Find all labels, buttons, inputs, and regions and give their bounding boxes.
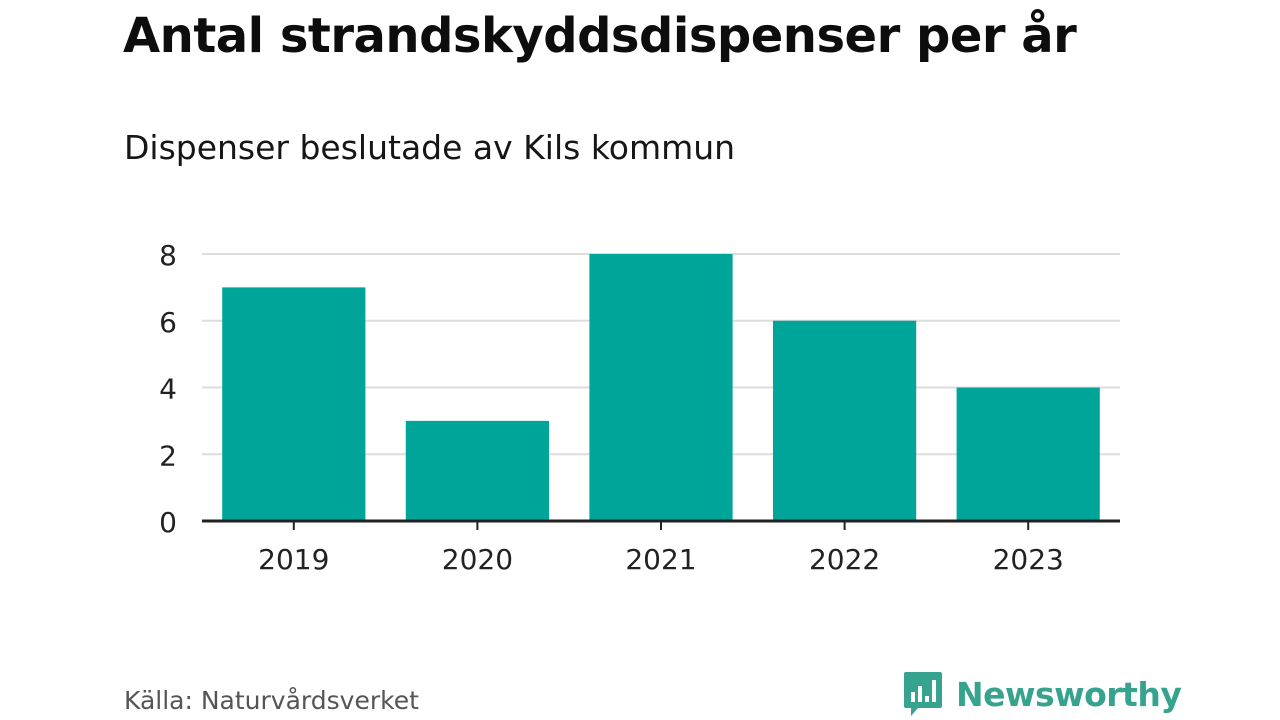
x-tick-label-2022: 2022 [809, 543, 880, 576]
bar-2023 [956, 387, 1100, 521]
y-tick-label-0: 0 [159, 506, 177, 539]
source-note: Källa: Naturvårdsverket [124, 686, 419, 715]
brand-name: Newsworthy [956, 674, 1182, 714]
tick-labels: 0 2 4 6 8 2019 2020 2021 2022 2023 [159, 239, 1064, 576]
x-tick-label-2023: 2023 [993, 543, 1064, 576]
y-tick-label-6: 6 [159, 306, 177, 339]
y-tick-label-8: 8 [159, 239, 177, 272]
x-tick-label-2019: 2019 [258, 543, 329, 576]
brand-logo: Newsworthy [902, 670, 1182, 718]
y-tick-label-2: 2 [159, 439, 177, 472]
bar-chart-speech-bubble-icon [904, 672, 942, 716]
chart-subtitle: Dispenser beslutade av Kils kommun [124, 128, 736, 167]
bar-2021 [589, 254, 733, 521]
y-tick-label-4: 4 [159, 373, 177, 406]
bar-2022 [772, 320, 917, 521]
bar-2020 [405, 420, 550, 521]
chart-title: Antal strandskyddsdispenser per år [123, 8, 1077, 64]
x-tick-label-2020: 2020 [442, 543, 513, 576]
bar-2019 [222, 287, 366, 521]
axes [202, 519, 1120, 530]
bars [222, 254, 1100, 521]
x-tick-label-2021: 2021 [625, 543, 696, 576]
